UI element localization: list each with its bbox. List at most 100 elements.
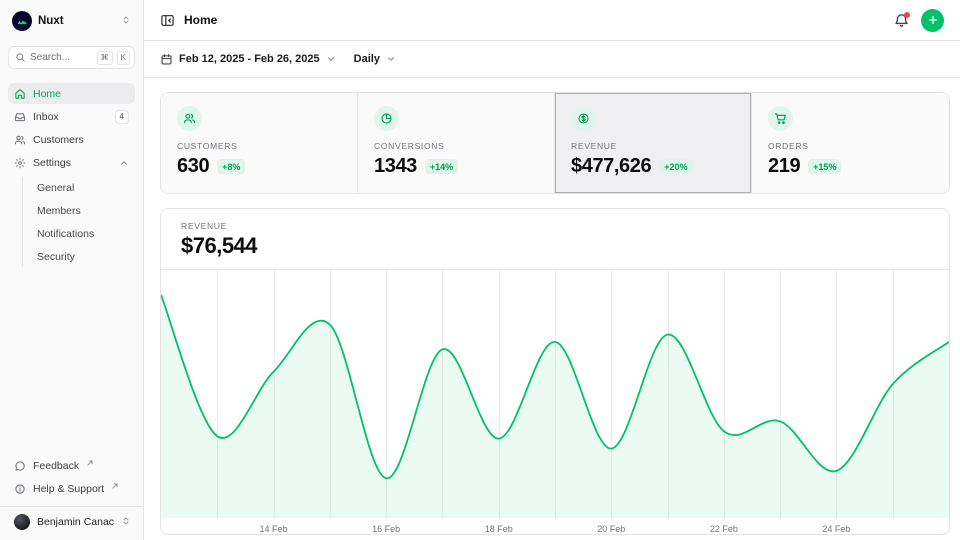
workspace-switcher[interactable]: Nuxt <box>8 8 135 34</box>
chart-label: REVENUE <box>181 221 929 231</box>
cart-icon <box>768 106 793 131</box>
stat-delta-badge: +20% <box>659 159 692 174</box>
inbox-count-badge: 4 <box>115 110 129 124</box>
panel-left-close-icon <box>160 13 175 28</box>
gear-icon <box>14 157 26 169</box>
x-axis-tick-label: 22 Feb <box>710 524 738 534</box>
pie-icon <box>374 106 399 131</box>
stat-card-customers[interactable]: CUSTOMERS 630 +8% <box>161 93 358 193</box>
stat-delta-badge: +8% <box>217 159 245 174</box>
stat-value: 219 <box>768 155 800 178</box>
date-range-value: Feb 12, 2025 - Feb 26, 2025 <box>179 53 320 65</box>
sidebar-footer-nav: Feedback Help & Support <box>8 455 135 499</box>
main-area: Home Feb 12, 2025 - Feb 26, 2025 <box>144 0 960 540</box>
sidebar-item-security[interactable]: Security <box>32 246 135 267</box>
date-range-picker[interactable]: Feb 12, 2025 - Feb 26, 2025 <box>160 53 336 66</box>
x-axis-tick-label: 24 Feb <box>822 524 850 534</box>
x-axis-tick-label: 18 Feb <box>485 524 513 534</box>
user-name: Benjamin Canac <box>37 516 114 528</box>
sidebar-item-label: Members <box>37 205 81 217</box>
sidebar-item-customers[interactable]: Customers <box>8 129 135 150</box>
user-avatar <box>14 514 30 530</box>
sidebar-item-members[interactable]: Members <box>32 200 135 221</box>
sidebar-item-label: General <box>37 182 74 194</box>
stats-row: CUSTOMERS 630 +8% CONVERSIONS 1343 +14% <box>160 92 950 194</box>
chevron-down-icon <box>326 54 336 64</box>
stat-label: ORDERS <box>768 141 933 151</box>
inbox-icon <box>14 111 26 123</box>
page-title: Home <box>184 13 217 27</box>
notification-dot <box>904 12 910 18</box>
sidebar-item-home[interactable]: Home <box>8 83 135 104</box>
filters-toolbar: Feb 12, 2025 - Feb 26, 2025 Daily <box>144 41 960 78</box>
app-window: Nuxt Search... ⌘ K Home <box>0 0 960 540</box>
plus-icon <box>927 14 939 26</box>
home-icon <box>14 88 26 100</box>
dollar-icon <box>571 106 596 131</box>
stat-value: 1343 <box>374 155 417 178</box>
external-link-icon <box>87 457 93 469</box>
sidebar-item-help-support[interactable]: Help & Support <box>8 478 135 499</box>
sidebar-item-label: Customers <box>33 134 84 146</box>
granularity-value: Daily <box>354 53 380 65</box>
chart-area-fill <box>161 295 949 518</box>
sidebar-item-label: Help & Support <box>33 483 104 495</box>
stat-delta-badge: +15% <box>808 159 841 174</box>
topbar: Home <box>144 0 960 41</box>
stat-card-conversions[interactable]: CONVERSIONS 1343 +14% <box>358 93 555 193</box>
x-axis-tick-label: 16 Feb <box>372 524 400 534</box>
workspace-name: Nuxt <box>38 15 115 27</box>
stat-label: CUSTOMERS <box>177 141 341 151</box>
stat-delta-badge: +14% <box>425 159 458 174</box>
sidebar-item-notifications[interactable]: Notifications <box>32 223 135 244</box>
notifications-button[interactable] <box>894 13 909 28</box>
sidebar-item-general[interactable]: General <box>32 177 135 198</box>
chart-x-axis: 14 Feb 16 Feb 18 Feb 20 Feb 22 Feb 24 Feb <box>161 518 949 534</box>
sidebar-item-label: Inbox <box>33 111 59 123</box>
sidebar: Nuxt Search... ⌘ K Home <box>0 0 144 540</box>
revenue-area-chart[interactable] <box>161 270 949 518</box>
users-icon <box>177 106 202 131</box>
nuxt-logo-icon <box>12 11 32 31</box>
stat-label: CONVERSIONS <box>374 141 538 151</box>
revenue-chart-card: REVENUE $76,544 14 Feb 16 Feb 18 Feb 20 Feb… <box>160 208 950 535</box>
search-placeholder: Search... <box>30 52 93 63</box>
sidebar-item-feedback[interactable]: Feedback <box>8 455 135 476</box>
kbd-k: K <box>117 51 130 65</box>
chart-value: $76,544 <box>181 233 929 259</box>
chart-header: REVENUE $76,544 <box>161 209 949 270</box>
sidebar-item-label: Security <box>37 251 75 263</box>
chevron-up-icon <box>119 158 129 168</box>
calendar-icon <box>160 53 173 66</box>
external-link-icon <box>112 480 118 492</box>
search-input[interactable]: Search... ⌘ K <box>8 46 135 69</box>
users-icon <box>14 134 26 146</box>
chevron-down-icon <box>386 54 396 64</box>
dashboard-content: CUSTOMERS 630 +8% CONVERSIONS 1343 +14% <box>144 78 960 540</box>
sidebar-item-label: Notifications <box>37 228 94 240</box>
sidebar-collapse-button[interactable] <box>160 13 175 28</box>
sidebar-item-label: Home <box>33 88 61 100</box>
sidebar-item-label: Settings <box>33 157 71 169</box>
stat-value: $477,626 <box>571 155 651 178</box>
sidebar-item-label: Feedback <box>33 460 79 472</box>
user-menu[interactable]: Benjamin Canac <box>8 507 135 532</box>
chart-canvas <box>161 270 949 518</box>
chat-bubble-icon <box>14 460 26 472</box>
settings-submenu: General Members Notifications Security <box>22 177 135 267</box>
chevrons-up-down-icon <box>121 516 131 529</box>
sidebar-nav: Home Inbox 4 Customers Sett <box>8 83 135 269</box>
stat-card-orders[interactable]: ORDERS 219 +15% <box>752 93 949 193</box>
stat-value: 630 <box>177 155 209 178</box>
kbd-meta: ⌘ <box>97 51 113 65</box>
x-axis-tick-label: 20 Feb <box>597 524 625 534</box>
sidebar-item-inbox[interactable]: Inbox 4 <box>8 106 135 127</box>
sidebar-item-settings[interactable]: Settings <box>8 152 135 173</box>
x-axis-tick-label: 14 Feb <box>260 524 288 534</box>
stat-label: REVENUE <box>571 141 735 151</box>
info-circle-icon <box>14 483 26 495</box>
chevrons-up-down-icon <box>121 15 131 28</box>
add-new-button[interactable] <box>921 9 944 32</box>
stat-card-revenue[interactable]: REVENUE $477,626 +20% <box>555 93 752 193</box>
granularity-select[interactable]: Daily <box>354 53 396 65</box>
